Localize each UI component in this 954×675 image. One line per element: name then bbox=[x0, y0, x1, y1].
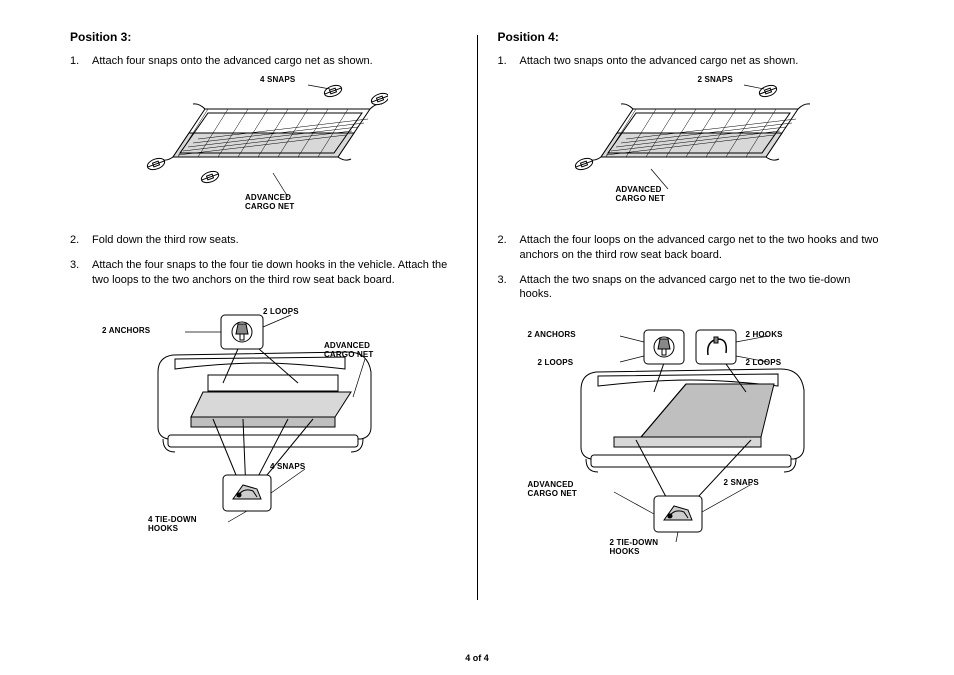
step: 2. Fold down the third row seats. bbox=[70, 233, 457, 248]
step-text: Attach four snaps onto the advanced carg… bbox=[92, 54, 457, 69]
callout-net: ADVANCED CARGO NET bbox=[324, 341, 373, 359]
step: 3. Attach the four snaps to the four tie… bbox=[70, 258, 457, 288]
step-text: Attach the four loops on the advanced ca… bbox=[520, 233, 885, 263]
page: Position 3: 1. Attach four snaps onto th… bbox=[0, 0, 954, 645]
page-number: 4 of 4 bbox=[0, 653, 954, 663]
callout-hooks: 2 HOOKS bbox=[746, 330, 783, 339]
step-number: 2. bbox=[498, 233, 520, 263]
heading-pos4: Position 4: bbox=[498, 30, 885, 44]
step-text: Attach two snaps onto the advanced cargo… bbox=[520, 54, 885, 69]
callout-snaps: 4 SNAPS bbox=[260, 75, 295, 84]
figure-vehicle-pos4: 2 ANCHORS 2 LOOPS 2 HOOKS 2 LOOPS ADVANC… bbox=[498, 312, 885, 552]
step-number: 2. bbox=[70, 233, 92, 248]
step-number: 1. bbox=[70, 54, 92, 69]
callout-hooks: 4 TIE-DOWN HOOKS bbox=[148, 515, 197, 533]
step: 3. Attach the two snaps on the advanced … bbox=[498, 273, 885, 303]
callout-net: ADVANCED CARGO NET bbox=[528, 480, 577, 498]
step-number: 1. bbox=[498, 54, 520, 69]
figure-net-2snaps: 2 SNAPS ADVANCED CARGO NET bbox=[498, 79, 885, 219]
callout-snaps: 4 SNAPS bbox=[270, 462, 305, 471]
step-number: 3. bbox=[498, 273, 520, 303]
callout-loops-right: 2 LOOPS bbox=[746, 358, 782, 367]
step: 2. Attach the four loops on the advanced… bbox=[498, 233, 885, 263]
step-text: Fold down the third row seats. bbox=[92, 233, 457, 248]
left-column: Position 3: 1. Attach four snaps onto th… bbox=[50, 30, 477, 625]
step: 1. Attach four snaps onto the advanced c… bbox=[70, 54, 457, 69]
right-column: Position 4: 1. Attach two snaps onto the… bbox=[478, 30, 905, 625]
callout-tiedown: 2 TIE-DOWN HOOKS bbox=[610, 538, 659, 556]
callout-anchors: 2 ANCHORS bbox=[528, 330, 576, 339]
callout-anchors: 2 ANCHORS bbox=[102, 326, 150, 335]
callout-loops-left: 2 LOOPS bbox=[538, 358, 574, 367]
figure-net-4snaps: 4 SNAPS ADVANCED CARGO NET bbox=[70, 79, 457, 219]
step-text: Attach the two snaps on the advanced car… bbox=[520, 273, 885, 303]
step-number: 3. bbox=[70, 258, 92, 288]
callout-snaps: 2 SNAPS bbox=[724, 478, 759, 487]
step-text: Attach the four snaps to the four tie do… bbox=[92, 258, 457, 288]
step: 1. Attach two snaps onto the advanced ca… bbox=[498, 54, 885, 69]
callout-snaps: 2 SNAPS bbox=[698, 75, 733, 84]
heading-pos3: Position 3: bbox=[70, 30, 457, 44]
figure-vehicle-pos3: 2 ANCHORS 2 LOOPS ADVANCED CARGO NET 4 S… bbox=[70, 297, 457, 527]
callout-loops: 2 LOOPS bbox=[263, 307, 299, 316]
callout-net: ADVANCED CARGO NET bbox=[245, 193, 294, 211]
callout-net: ADVANCED CARGO NET bbox=[616, 185, 665, 203]
